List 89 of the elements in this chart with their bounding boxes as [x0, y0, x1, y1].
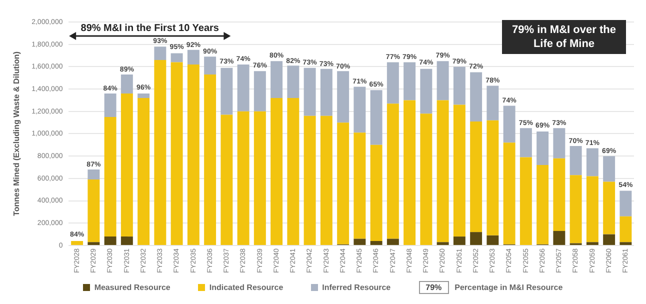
bar	[420, 68, 432, 114]
bar	[586, 148, 598, 176]
bar	[586, 176, 598, 242]
bar	[320, 68, 332, 116]
bar	[436, 100, 449, 242]
bar	[354, 238, 366, 245]
bar	[570, 175, 582, 244]
legend-label: Measured Resource	[93, 282, 170, 292]
bar	[520, 128, 532, 158]
bar	[453, 104, 466, 237]
bar	[620, 242, 632, 245]
bar	[104, 116, 116, 237]
bar	[104, 236, 116, 245]
bar	[88, 242, 100, 245]
annotation: 89% M&I in the First 10 Years	[80, 22, 220, 34]
bar	[287, 98, 300, 245]
bar	[486, 235, 499, 245]
bar	[420, 114, 432, 245]
bar	[486, 86, 499, 120]
bar	[503, 106, 516, 143]
bar	[254, 71, 266, 112]
bar	[436, 242, 449, 245]
bar	[603, 182, 616, 234]
bar	[603, 156, 616, 182]
bar	[337, 122, 350, 244]
bar	[204, 74, 216, 245]
bar	[71, 241, 84, 245]
bar	[354, 86, 366, 133]
bar	[187, 64, 200, 245]
bar	[570, 146, 582, 176]
bar	[354, 132, 366, 239]
bar	[304, 68, 316, 116]
bar	[520, 157, 532, 245]
bar	[154, 60, 166, 245]
bar	[104, 94, 116, 117]
bar	[120, 236, 133, 245]
bar	[270, 61, 283, 98]
bar	[386, 104, 399, 239]
bar	[503, 142, 516, 244]
bar	[553, 128, 566, 158]
legend-label: Inferred Resource	[321, 282, 391, 292]
bar	[470, 121, 482, 232]
annotation: 79% in M&I over the Life of Mine	[502, 20, 626, 54]
bar	[486, 120, 499, 236]
bar	[204, 56, 216, 75]
bar	[553, 230, 566, 245]
bar	[304, 116, 316, 245]
bar	[237, 64, 250, 112]
bar	[386, 62, 399, 104]
bar	[536, 165, 549, 244]
bar	[404, 100, 416, 245]
bar	[187, 50, 200, 64]
bar	[138, 94, 150, 98]
bar	[453, 236, 466, 245]
bar	[270, 98, 283, 245]
bar	[553, 158, 566, 231]
bar	[170, 62, 183, 245]
bar	[586, 242, 598, 245]
bar	[254, 111, 266, 245]
bar	[370, 90, 382, 145]
text: Percentage in M&I Resource	[454, 282, 563, 292]
bar	[220, 68, 233, 115]
bar	[287, 66, 300, 98]
legend-label: Indicated Resource	[208, 282, 284, 292]
y-axis-title: Tonnes Mined (Excluding Waste & Dilution)	[12, 51, 22, 216]
bar	[620, 190, 632, 216]
bar	[337, 71, 350, 123]
text: 79%	[418, 280, 449, 294]
bar	[620, 216, 632, 242]
bar	[470, 72, 482, 122]
bar	[436, 61, 449, 100]
bar	[453, 66, 466, 105]
bar	[386, 238, 399, 245]
bar	[320, 116, 332, 245]
bar	[88, 170, 100, 180]
bar	[88, 180, 100, 242]
bar	[120, 74, 133, 94]
bar	[404, 62, 416, 100]
bar	[370, 241, 382, 245]
bar	[237, 111, 250, 245]
bar	[470, 232, 482, 245]
bar	[370, 144, 382, 242]
bar	[536, 132, 549, 166]
bar	[220, 114, 233, 245]
bar	[170, 53, 183, 62]
bar	[603, 234, 616, 245]
bar	[120, 94, 133, 237]
bar	[154, 46, 166, 60]
bar	[138, 98, 150, 245]
